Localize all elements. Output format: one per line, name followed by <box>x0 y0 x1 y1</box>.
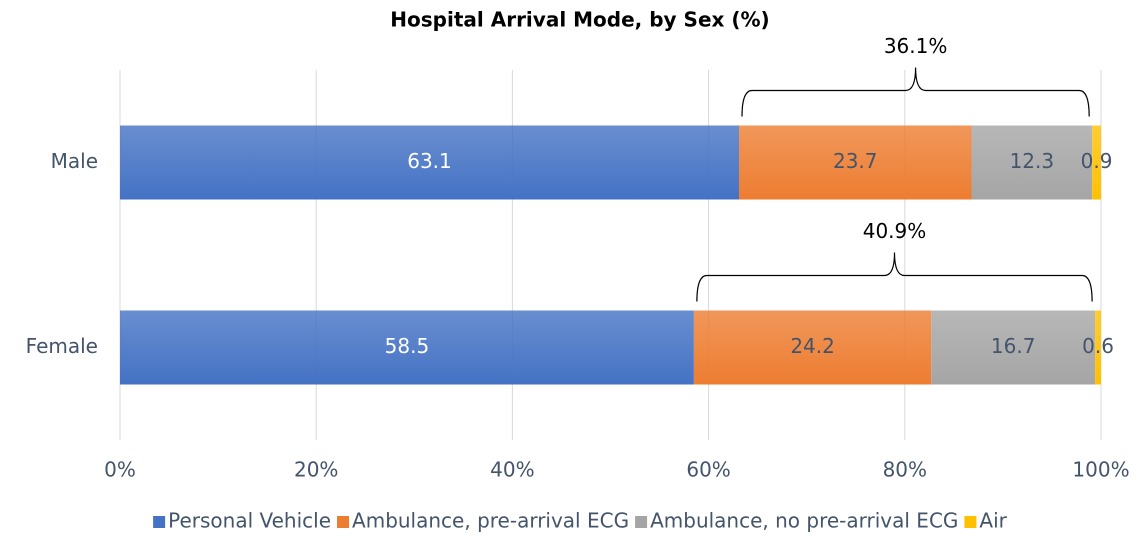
bar-segment <box>931 310 1096 385</box>
chart-title: Hospital Arrival Mode, by Sex (%) <box>390 8 769 32</box>
annotation: 40.9% <box>863 219 927 243</box>
data-label: 24.2 <box>790 334 835 358</box>
legend-swatch <box>153 516 166 528</box>
data-label: 12.3 <box>1010 149 1055 173</box>
x-tick-label: 80% <box>883 458 927 482</box>
legend-item: Air <box>964 509 1008 533</box>
data-label: 0.9 <box>1081 149 1113 173</box>
legend-swatch <box>635 516 648 528</box>
data-label: 23.7 <box>833 149 878 173</box>
legend-label: Ambulance, no pre-arrival ECG <box>650 509 958 533</box>
legend-label: Personal Vehicle <box>168 509 331 533</box>
x-tick-label: 100% <box>1072 458 1129 482</box>
data-label: 0.6 <box>1082 334 1114 358</box>
bar-segment <box>739 125 972 200</box>
legend-label: Air <box>979 509 1007 533</box>
bar-segment <box>1095 310 1101 385</box>
data-label: 58.5 <box>385 334 430 358</box>
bar-segment <box>1092 125 1101 200</box>
legend-item: Ambulance, no pre-arrival ECG <box>635 509 958 533</box>
data-label: 16.7 <box>991 334 1036 358</box>
x-tick-label: 40% <box>490 458 534 482</box>
brace <box>696 252 1093 302</box>
legend-swatch <box>964 516 977 528</box>
x-tick-label: 0% <box>104 458 136 482</box>
x-tick-label: 60% <box>686 458 730 482</box>
data-label: 63.1 <box>407 149 452 173</box>
annotation: 36.1% <box>884 34 948 58</box>
y-tick-label: Female <box>26 334 98 358</box>
legend-label: Ambulance, pre-arrival ECG <box>352 509 629 533</box>
legend-item: Ambulance, pre-arrival ECG <box>337 509 629 533</box>
bar-segment <box>120 125 740 200</box>
y-tick-label: Male <box>51 149 98 173</box>
bar-segment <box>693 310 932 385</box>
legend-item: Personal Vehicle <box>153 509 331 533</box>
legend-swatch <box>337 516 350 528</box>
bar-segment <box>120 310 694 385</box>
brace <box>741 67 1090 117</box>
x-tick-label: 20% <box>294 458 338 482</box>
bar-segment <box>971 125 1093 200</box>
